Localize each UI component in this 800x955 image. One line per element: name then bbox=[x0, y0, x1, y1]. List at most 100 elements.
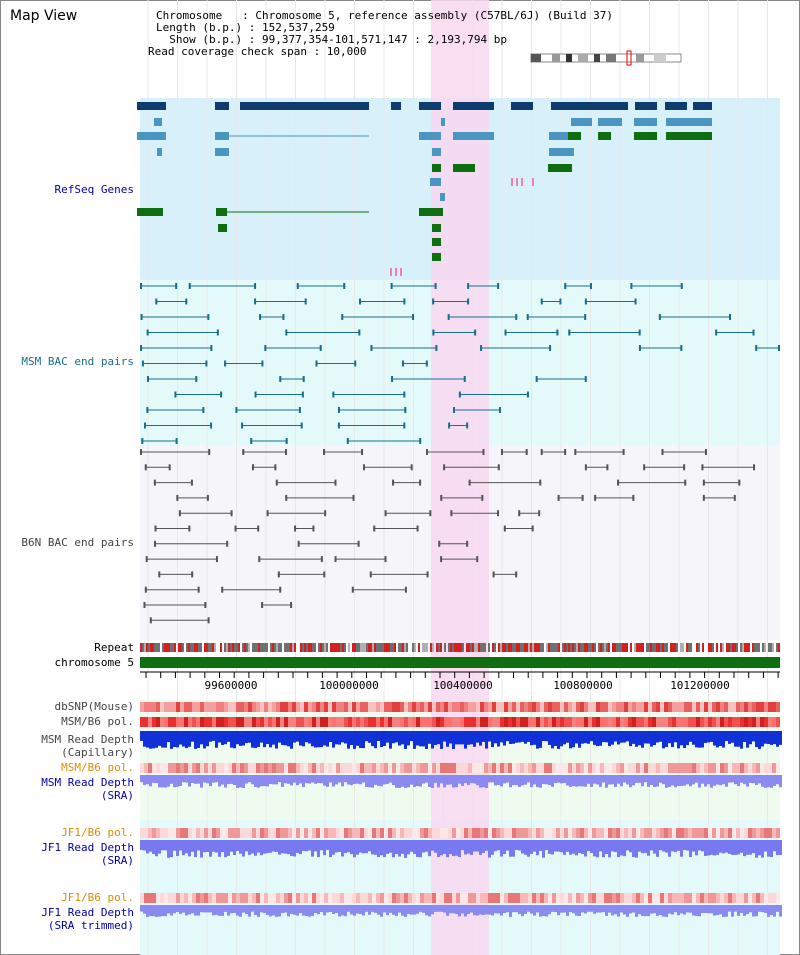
depth-bar bbox=[698, 775, 701, 788]
repeat-element bbox=[604, 643, 606, 652]
selection-highlight[interactable] bbox=[431, 0, 489, 955]
repeat-element bbox=[284, 643, 286, 652]
repeat-element bbox=[456, 643, 458, 652]
depth-bar bbox=[554, 840, 557, 852]
heat-cell bbox=[312, 717, 316, 727]
label-msm-depth-sra-1[interactable]: MSM Read Depth bbox=[41, 776, 134, 789]
depth-bar bbox=[482, 731, 485, 742]
depth-bar bbox=[368, 840, 371, 852]
depth-bar bbox=[266, 840, 269, 854]
heat-cell bbox=[172, 717, 176, 727]
depth-bar bbox=[518, 840, 521, 851]
heat-cell bbox=[424, 717, 428, 727]
heat-cell bbox=[248, 717, 252, 727]
repeat-element bbox=[546, 643, 548, 652]
depth-bar bbox=[599, 775, 602, 787]
heat-cell bbox=[244, 717, 248, 727]
heat-cell bbox=[160, 828, 164, 838]
heat-cell bbox=[356, 828, 360, 838]
heat-cell bbox=[632, 828, 636, 838]
depth-bar bbox=[590, 775, 593, 787]
label-msm-b6-pol-1[interactable]: MSM/B6 pol. bbox=[61, 715, 134, 728]
heat-cell bbox=[276, 828, 280, 838]
heat-cell bbox=[700, 828, 704, 838]
repeat-element bbox=[362, 643, 364, 652]
depth-bar bbox=[263, 775, 266, 787]
bac-end-marker bbox=[432, 298, 435, 305]
depth-bar bbox=[506, 905, 509, 913]
label-jf1-depth-sra-1[interactable]: JF1 Read Depth bbox=[41, 841, 134, 854]
repeat-element bbox=[500, 643, 502, 652]
depth-bar bbox=[215, 905, 218, 915]
gene-exon bbox=[693, 102, 712, 110]
heat-cell bbox=[616, 893, 620, 903]
repeat-track[interactable] bbox=[140, 643, 780, 652]
bac-end-marker bbox=[259, 314, 262, 320]
label-dbsnp[interactable]: dbSNP(Mouse) bbox=[54, 700, 134, 713]
repeat-element bbox=[720, 643, 722, 652]
depth-bar bbox=[329, 840, 332, 858]
b6n-bac-pairs-track[interactable] bbox=[140, 449, 756, 624]
depth-bar bbox=[545, 731, 548, 742]
label-msm-bac[interactable]: MSM BAC end pairs bbox=[21, 355, 134, 368]
polymorphism-and-depth-tracks[interactable] bbox=[140, 702, 782, 917]
bac-end-marker bbox=[141, 360, 144, 367]
heat-cell bbox=[516, 893, 520, 903]
depth-bar bbox=[200, 731, 203, 745]
heat-cell bbox=[480, 828, 484, 838]
depth-bar bbox=[779, 905, 782, 917]
label-jf1-b6-pol-2[interactable]: JF1/B6 pol. bbox=[61, 891, 134, 904]
label-jf1-b6-pol-1[interactable]: JF1/B6 pol. bbox=[61, 826, 134, 839]
repeat-element bbox=[640, 643, 642, 652]
depth-bar bbox=[746, 840, 749, 855]
refseq-gene-track[interactable] bbox=[137, 102, 712, 276]
depth-bar bbox=[578, 775, 581, 787]
bac-end-marker bbox=[497, 510, 500, 517]
depth-bar bbox=[209, 905, 212, 913]
heat-cell bbox=[688, 717, 692, 727]
repeat-element bbox=[168, 643, 170, 652]
repeat-element bbox=[368, 643, 370, 652]
heat-cell bbox=[704, 893, 708, 903]
heat-cell bbox=[708, 702, 712, 712]
depth-bar bbox=[752, 775, 755, 784]
depth-bar bbox=[566, 840, 569, 852]
chromosome-ideogram[interactable] bbox=[530, 50, 682, 66]
label-b6n-bac[interactable]: B6N BAC end pairs bbox=[21, 536, 134, 549]
depth-bar bbox=[158, 775, 161, 788]
depth-bar bbox=[614, 775, 617, 787]
heat-cell bbox=[404, 702, 408, 712]
depth-bar bbox=[272, 840, 275, 852]
heat-cell bbox=[320, 717, 324, 727]
heat-cell bbox=[300, 763, 304, 773]
depth-bar bbox=[155, 731, 158, 748]
gene-exon bbox=[598, 132, 611, 140]
heat-cell bbox=[516, 828, 520, 838]
heat-cell bbox=[336, 828, 340, 838]
depth-bar bbox=[170, 905, 173, 916]
label-jf1-depth-trim-1[interactable]: JF1 Read Depth bbox=[41, 906, 134, 919]
bac-end-marker bbox=[452, 407, 455, 413]
heat-cell bbox=[324, 717, 328, 727]
label-refseq[interactable]: RefSeq Genes bbox=[54, 183, 134, 196]
depth-bar bbox=[518, 731, 521, 743]
depth-bar bbox=[254, 775, 257, 788]
heat-cell bbox=[316, 702, 320, 712]
heat-cell bbox=[236, 763, 240, 773]
heat-cell bbox=[552, 828, 556, 838]
label-msm-depth-cap-1[interactable]: MSM Read Depth bbox=[41, 733, 134, 746]
chromosome-bar[interactable] bbox=[140, 657, 780, 668]
heat-cell bbox=[556, 893, 560, 903]
bac-end-marker bbox=[174, 391, 177, 398]
repeat-element bbox=[302, 643, 304, 652]
heat-cell bbox=[668, 717, 672, 727]
depth-bar bbox=[419, 775, 422, 787]
msm-bac-pairs-track[interactable] bbox=[140, 283, 780, 444]
bac-end-marker bbox=[319, 345, 322, 351]
depth-bar bbox=[152, 905, 155, 917]
depth-bar bbox=[533, 905, 536, 916]
label-msm-b6-pol-2[interactable]: MSM/B6 pol. bbox=[61, 761, 134, 774]
bac-end-marker bbox=[216, 329, 219, 336]
repeat-element bbox=[206, 643, 208, 652]
